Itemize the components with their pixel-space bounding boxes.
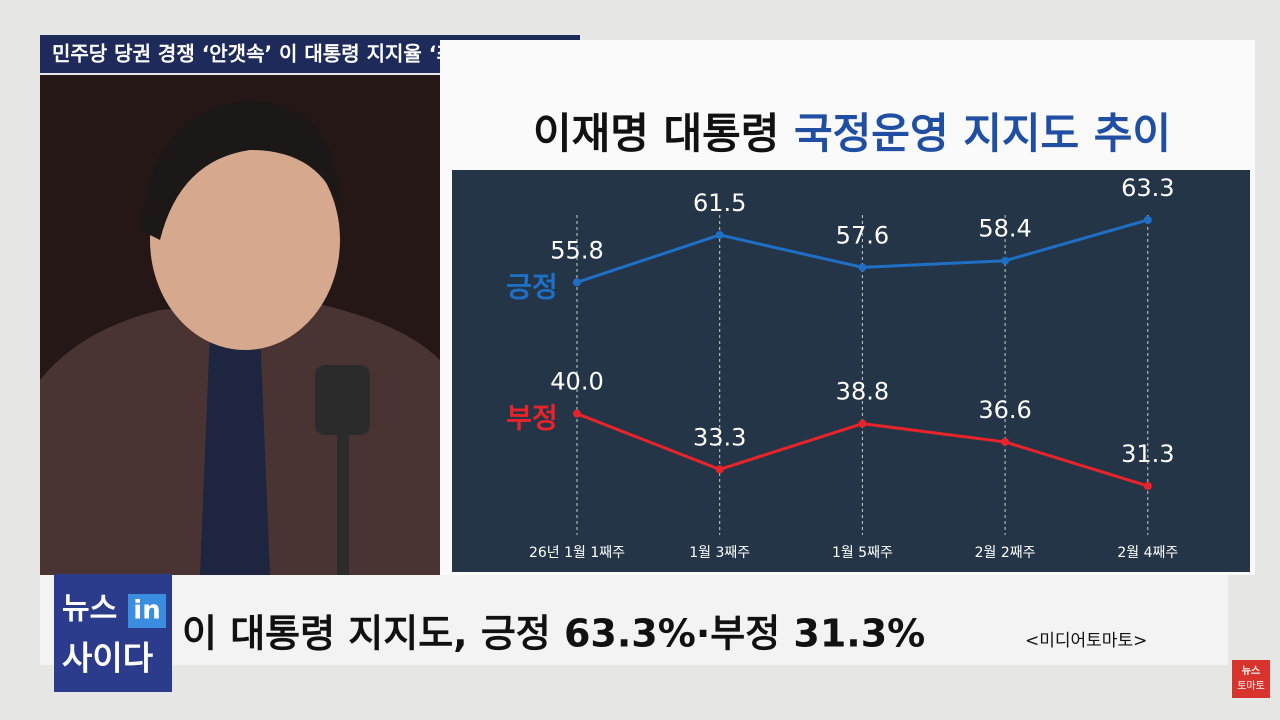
data-point	[1143, 482, 1152, 490]
x-tick-label: 1월 5째주	[832, 545, 893, 561]
logo-badge: in	[133, 596, 160, 626]
data-label: 40.0	[550, 368, 603, 396]
data-point	[573, 278, 581, 287]
caption-bar	[40, 575, 1228, 665]
data-label: 36.6	[978, 396, 1031, 424]
data-point	[858, 419, 867, 428]
data-point	[1001, 256, 1010, 265]
banner-text: 민주당 당권 경쟁 ‘안갯속’ 이 대통령 지지율 ‘최고치’	[52, 42, 499, 66]
data-point	[715, 465, 724, 474]
data-point	[715, 230, 724, 239]
person-face	[150, 130, 340, 350]
corner-logo-bg	[1232, 660, 1270, 698]
data-label: 57.6	[836, 221, 889, 249]
x-tick-label: 2월 2째주	[975, 545, 1036, 561]
data-label: 55.8	[550, 236, 603, 264]
title-part: 국정운영 지지도 추이	[794, 109, 1171, 158]
data-label: 58.4	[978, 215, 1031, 243]
source: <미디어토마토>	[1025, 631, 1147, 651]
data-point	[1001, 437, 1010, 446]
data-label: 38.8	[836, 378, 889, 406]
data-point	[573, 409, 581, 418]
x-tick-label: 2월 4째주	[1117, 545, 1178, 561]
logo-text: 사이다	[62, 639, 154, 678]
plot: 26년 1월 1째주 1월 3째주 1월 5째주 2월 2째주 2월 4째주 55.8 61…	[506, 174, 1178, 561]
data-point	[858, 263, 867, 272]
data-label: 33.3	[693, 423, 746, 451]
caption: 이 대통령 지지도, 긍정 63.3%·부정 31.3%	[182, 612, 925, 656]
logo-box	[54, 574, 172, 692]
mic-stand	[337, 435, 349, 575]
person-shirt	[200, 330, 270, 575]
title-part: 이재명 대통령	[533, 109, 779, 158]
person-hair	[140, 100, 340, 240]
x-tick-label: 1월 3째주	[689, 545, 750, 561]
corner-logo-text: 뉴스	[1242, 665, 1260, 677]
series-name: 부정	[506, 402, 558, 435]
data-point	[1143, 216, 1152, 224]
series-name: 긍정	[506, 270, 558, 303]
corner-logo-text: 토마토	[1237, 680, 1265, 692]
data-label: 63.3	[1121, 174, 1174, 202]
x-tick-label: 26년 1월 1째주	[529, 545, 625, 561]
data-label: 31.3	[1121, 440, 1174, 468]
microphone	[315, 365, 370, 435]
logo-text: 뉴스	[62, 592, 117, 627]
logo-badge-bg	[128, 594, 166, 628]
chart-title: 이재명 대통령 국정운영 지지도 추이	[533, 109, 1171, 158]
chart-area	[452, 170, 1250, 572]
data-label: 61.5	[693, 189, 746, 217]
